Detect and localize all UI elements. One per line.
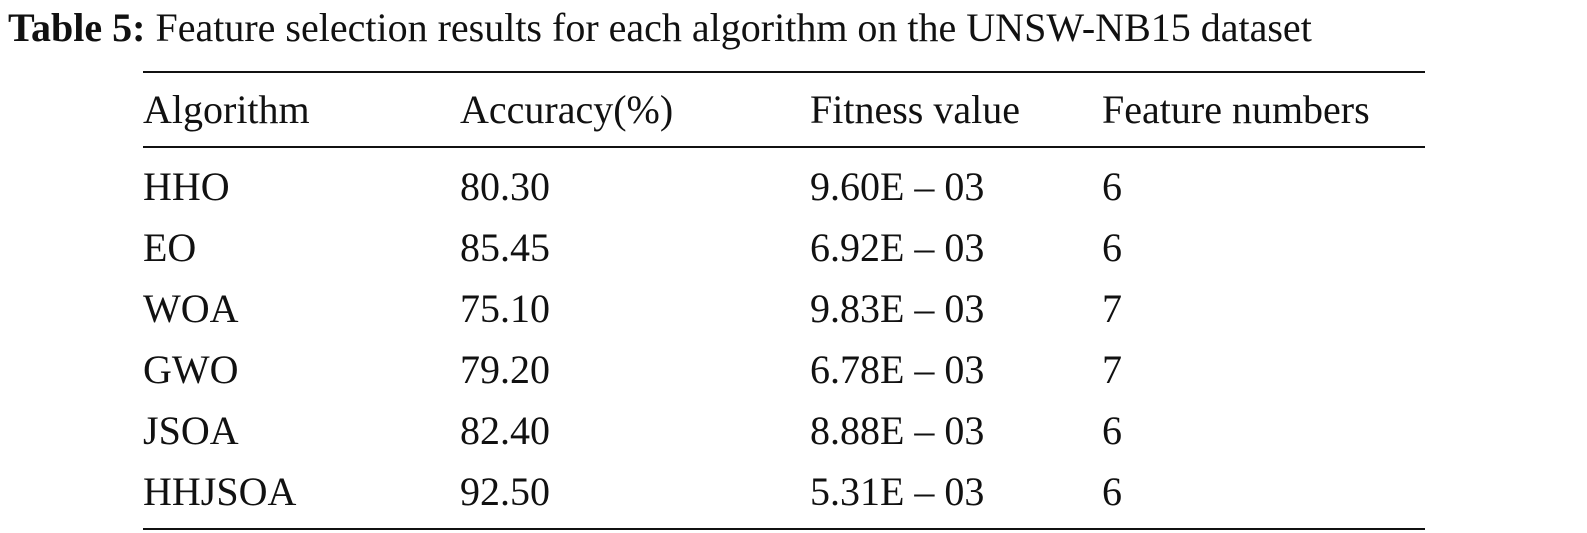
cell-feature-numbers: 7 [1102,286,1122,331]
table-body: HHO 80.30 9.60E – 03 6 EO 85.45 6.92E – … [143,148,1425,528]
cell-algorithm: JSOA [143,408,239,453]
cell-fitness-value: 8.88E – 03 [810,408,985,453]
table-row: EO 85.45 6.92E – 03 6 [143,217,1425,278]
header-algorithm: Algorithm [143,87,310,132]
header-fitness-value: Fitness value [810,87,1020,132]
table-row: HHO 80.30 9.60E – 03 6 [143,156,1425,217]
table-row: WOA 75.10 9.83E – 03 7 [143,278,1425,339]
cell-fitness-value: 6.78E – 03 [810,347,985,392]
cell-feature-numbers: 6 [1102,164,1122,209]
table-row: HHJSOA 92.50 5.31E – 03 6 [143,461,1425,522]
cell-accuracy: 82.40 [460,408,550,453]
cell-algorithm: EO [143,225,197,270]
cell-fitness-value: 9.83E – 03 [810,286,985,331]
table-caption-text: Feature selection results for each algor… [155,5,1312,50]
cell-algorithm: WOA [143,286,239,331]
table-top-rule [143,71,1425,73]
table-row: GWO 79.20 6.78E – 03 7 [143,339,1425,400]
cell-algorithm: HHJSOA [143,469,297,514]
cell-accuracy: 85.45 [460,225,550,270]
cell-fitness-value: 5.31E – 03 [810,469,985,514]
cell-accuracy: 80.30 [460,164,550,209]
table-header-row: Algorithm Accuracy(%) Fitness value Feat… [143,73,1425,146]
cell-algorithm: HHO [143,164,230,209]
table-caption-label: Table 5: [8,5,146,50]
cell-feature-numbers: 6 [1102,469,1122,514]
cell-fitness-value: 6.92E – 03 [810,225,985,270]
cell-feature-numbers: 6 [1102,225,1122,270]
results-table: Algorithm Accuracy(%) Fitness value Feat… [143,71,1425,530]
cell-fitness-value: 9.60E – 03 [810,164,985,209]
table-row: JSOA 82.40 8.88E – 03 6 [143,400,1425,461]
cell-feature-numbers: 6 [1102,408,1122,453]
table-caption: Table 5: Feature selection results for e… [8,4,1583,52]
table-bottom-rule [143,528,1425,530]
cell-algorithm: GWO [143,347,239,392]
cell-accuracy: 92.50 [460,469,550,514]
header-feature-numbers: Feature numbers [1102,87,1370,132]
cell-accuracy: 75.10 [460,286,550,331]
cell-feature-numbers: 7 [1102,347,1122,392]
header-accuracy: Accuracy(%) [460,87,674,132]
cell-accuracy: 79.20 [460,347,550,392]
table-header-rule [143,146,1425,148]
